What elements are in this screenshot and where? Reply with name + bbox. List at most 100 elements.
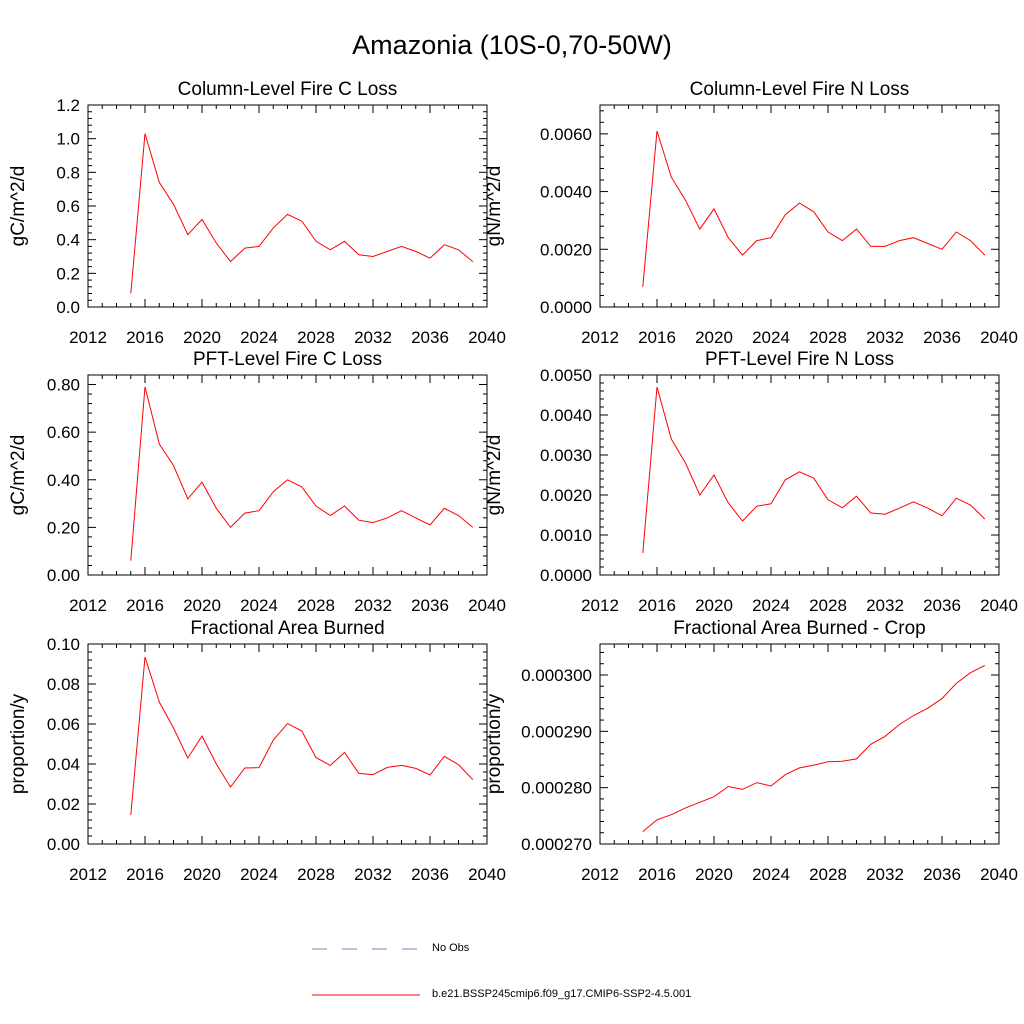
y-tick-label: 0.08 — [47, 675, 80, 694]
x-tick-label: 2016 — [126, 328, 164, 347]
panel-fractional-area-burned: 0.00 0.02 0.04 0.06 0.08 0.10 2012 2016 2020 2024… — [8, 618, 506, 884]
x-tick-label: 2020 — [695, 596, 733, 615]
series-line — [642, 664, 986, 832]
plot-frame — [87, 374, 488, 576]
x-tick-label: 2036 — [923, 328, 961, 347]
x-tick-label: 2012 — [581, 865, 619, 884]
series-line — [130, 386, 474, 561]
x-tick-label: 2028 — [297, 328, 335, 347]
x-tick-label: 2016 — [638, 596, 676, 615]
plot-frame — [599, 643, 1000, 845]
y-tick-label: 0.00 — [47, 566, 80, 585]
y-tick-label: 0.0040 — [540, 406, 592, 425]
x-tick-label: 2032 — [866, 596, 904, 615]
panel-title: Fractional Area Burned - Crop — [673, 618, 925, 639]
x-tick-label: 2040 — [980, 596, 1018, 615]
panel-pft-level-fire-n-loss: 0.0000 0.0010 0.0020 0.0030 0.0040 0.0050 2012… — [484, 349, 1018, 615]
panel-pft-level-fire-c-loss: 0.00 0.20 0.40 0.60 0.80 2012 2016 2020 2024 2028… — [8, 349, 506, 615]
y-tick-label: 0.000280 — [521, 779, 592, 798]
y-tick-label: 1.0 — [56, 130, 80, 149]
y-tick-label: 0.2 — [56, 264, 80, 283]
x-tick-label: 2016 — [638, 328, 676, 347]
plot-frame — [87, 643, 488, 845]
figure-title: Amazonia (10S-0,70-50W) — [352, 30, 672, 60]
x-tick-label: 2012 — [69, 596, 107, 615]
y-tick-label: 0.4 — [56, 231, 80, 250]
x-tick-label: 2040 — [468, 865, 506, 884]
x-tick-label: 2012 — [69, 865, 107, 884]
series-line — [642, 386, 986, 554]
x-tick-label: 2032 — [354, 596, 392, 615]
x-tick-label: 2024 — [752, 328, 790, 347]
y-axis-label: gC/m^2/d — [8, 435, 29, 516]
y-tick-label: 0.000270 — [521, 835, 592, 854]
y-tick-label: 0.8 — [56, 163, 80, 182]
x-tick-label: 2036 — [411, 328, 449, 347]
y-tick-label: 0.000290 — [521, 722, 592, 741]
y-tick-label: 0.0020 — [540, 486, 592, 505]
x-tick-label: 2016 — [126, 865, 164, 884]
x-tick-label: 2024 — [240, 596, 278, 615]
y-tick-label: 0.000300 — [521, 666, 592, 685]
y-tick-label: 0.80 — [47, 376, 80, 395]
y-axis-label: gC/m^2/d — [8, 166, 29, 247]
series-line — [130, 133, 474, 294]
x-tick-label: 2012 — [581, 328, 619, 347]
y-tick-label: 0.00 — [47, 835, 80, 854]
x-tick-label: 2028 — [297, 865, 335, 884]
x-tick-label: 2036 — [923, 596, 961, 615]
y-tick-label: 0.0050 — [540, 366, 592, 385]
x-tick-label: 2020 — [695, 865, 733, 884]
x-tick-label: 2028 — [809, 328, 847, 347]
x-tick-label: 2036 — [411, 865, 449, 884]
y-tick-label: 0.02 — [47, 795, 80, 814]
y-tick-label: 0.0000 — [540, 566, 592, 585]
x-tick-label: 2032 — [354, 865, 392, 884]
y-tick-label: 0.04 — [47, 755, 80, 774]
y-axis-label: proportion/y — [8, 693, 29, 794]
y-axis-label: gN/m^2/d — [484, 166, 505, 247]
x-tick-label: 2040 — [468, 596, 506, 615]
x-tick-label: 2032 — [866, 865, 904, 884]
y-tick-label: 0.40 — [47, 471, 80, 490]
y-tick-label: 0.0030 — [540, 446, 592, 465]
x-tick-label: 2032 — [866, 328, 904, 347]
y-tick-label: 0.0010 — [540, 526, 592, 545]
y-tick-label: 0.0000 — [540, 298, 592, 317]
panel-column-level-fire-n-loss: 0.0000 0.0020 0.0040 0.0060 2012 2016 2020 2024… — [484, 79, 1018, 347]
x-tick-label: 2032 — [354, 328, 392, 347]
y-tick-label: 0.20 — [47, 518, 80, 537]
x-tick-label: 2020 — [183, 328, 221, 347]
x-tick-label: 2020 — [695, 328, 733, 347]
x-tick-label: 2036 — [923, 865, 961, 884]
plot-frame — [599, 374, 1000, 576]
y-tick-label: 0.10 — [47, 635, 80, 654]
y-tick-label: 0.0 — [56, 298, 80, 317]
panel-fractional-area-burned-crop: 0.000270 0.000280 0.000290 0.000300 2012 2016… — [484, 618, 1018, 884]
series-line — [130, 656, 474, 816]
panel-title: Fractional Area Burned — [190, 618, 384, 639]
x-tick-label: 2020 — [183, 596, 221, 615]
plot-frame — [599, 104, 1000, 308]
x-tick-label: 2024 — [240, 865, 278, 884]
panel-title: PFT-Level Fire C Loss — [193, 349, 382, 370]
x-tick-label: 2040 — [468, 328, 506, 347]
x-tick-label: 2040 — [980, 328, 1018, 347]
x-tick-label: 2020 — [183, 865, 221, 884]
panel-title: PFT-Level Fire N Loss — [705, 349, 894, 370]
y-axis-label: gN/m^2/d — [484, 435, 505, 516]
x-tick-label: 2012 — [581, 596, 619, 615]
y-tick-label: 1.2 — [56, 96, 80, 115]
y-axis-label: proportion/y — [484, 693, 505, 794]
x-tick-label: 2036 — [411, 596, 449, 615]
x-tick-label: 2012 — [69, 328, 107, 347]
x-tick-label: 2024 — [752, 596, 790, 615]
x-tick-label: 2028 — [809, 865, 847, 884]
x-tick-label: 2028 — [297, 596, 335, 615]
series-line — [642, 130, 986, 287]
y-tick-label: 0.0020 — [540, 240, 592, 259]
panel-column-level-fire-c-loss: 0.0 0.2 0.4 0.6 0.8 1.0 1.2 2012 2016 2020 2024 202… — [8, 79, 506, 347]
y-tick-label: 0.6 — [56, 197, 80, 216]
x-tick-label: 2028 — [809, 596, 847, 615]
